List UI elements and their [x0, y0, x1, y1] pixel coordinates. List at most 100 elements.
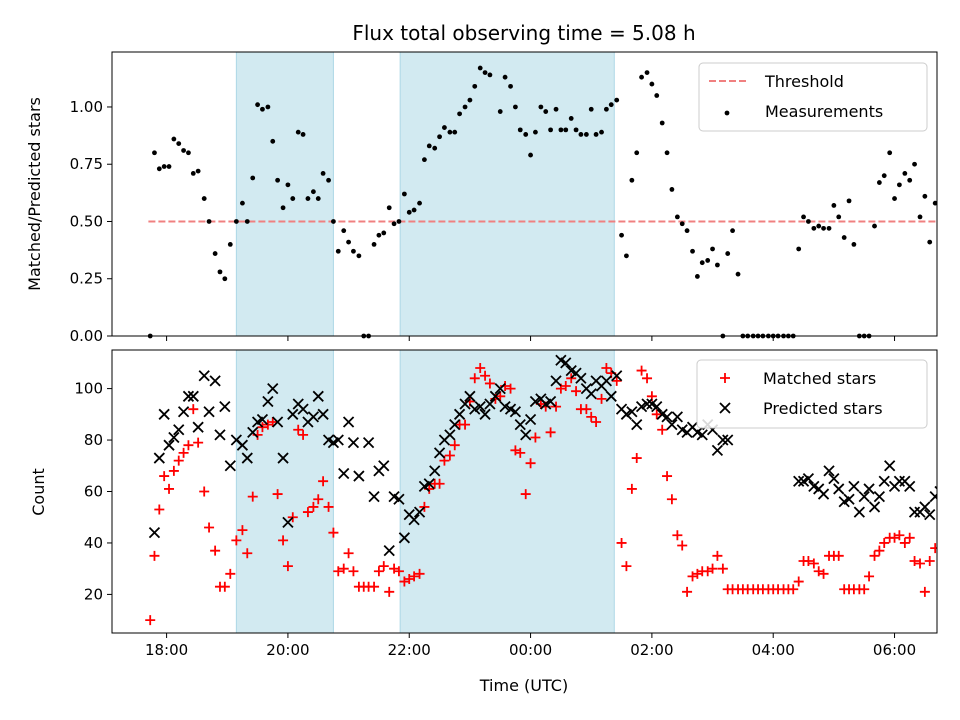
predicted-star-marker: [520, 429, 532, 441]
matched-star-marker: [596, 393, 607, 404]
measurement-point: [250, 175, 256, 181]
predicted-star-marker: [182, 390, 195, 402]
predicted-star-marker: [413, 506, 426, 518]
measurement-point: [305, 196, 311, 201]
measurement-point: [796, 246, 802, 252]
measurement-point: [351, 248, 356, 254]
predicted-star-marker: [271, 416, 284, 428]
predicted-star-marker: [393, 493, 405, 505]
predicted-star-marker: [843, 493, 855, 505]
predicted-star-marker: [368, 491, 380, 503]
top-y-axis-label: Matched/Predicted stars: [25, 97, 44, 291]
measurement-point: [603, 106, 609, 112]
matched-star-marker: [874, 545, 885, 556]
matched-star-marker: [480, 370, 491, 381]
measurement-point: [166, 164, 172, 169]
predicted-star-marker: [823, 465, 835, 477]
matched-star-marker: [525, 458, 536, 469]
measurement-point: [426, 143, 432, 149]
measurement-point: [447, 129, 453, 135]
matched-star-marker: [475, 363, 486, 374]
matched-star-marker: [505, 383, 516, 394]
measurement-point: [255, 102, 260, 108]
measurement-point: [457, 111, 462, 117]
measurement-point: [376, 232, 382, 238]
predicted-star-marker: [262, 395, 274, 408]
measurement-point: [502, 74, 508, 80]
top-y-ticks: 0.00 0.25 0.50 0.75 1.00: [70, 98, 112, 345]
y-tick-label: 60: [84, 483, 103, 501]
measurement-point: [710, 246, 715, 252]
measurement-point: [386, 205, 392, 211]
measurement-point: [176, 141, 182, 147]
matched-star-marker: [662, 471, 673, 482]
matched-star-marker: [210, 545, 221, 556]
matched-star-marker: [626, 483, 637, 494]
matched-star-marker: [173, 455, 184, 466]
predicted-star-marker: [307, 411, 320, 423]
y-tick-label: 100: [74, 380, 103, 398]
predicted-star-marker: [453, 408, 466, 420]
matched-star-marker: [293, 424, 304, 435]
predicted-star-marker: [611, 370, 623, 382]
measurement-point: [659, 120, 665, 126]
predicted-star-marker: [214, 429, 226, 441]
predicted-star-marker: [398, 532, 411, 544]
measurement-point: [381, 230, 387, 236]
measurement-point: [472, 83, 478, 89]
matched-star-marker: [924, 555, 935, 566]
matched-star-marker: [571, 386, 582, 397]
measurement-point: [422, 157, 427, 163]
measurement-point: [917, 214, 923, 220]
measurement-point: [290, 196, 296, 201]
measurement-point: [896, 182, 902, 188]
matched-star-marker: [545, 427, 556, 438]
predicted-star-marker: [209, 375, 221, 387]
predicted-star-marker: [631, 418, 643, 431]
bottom-y-axis-label: Count: [29, 468, 48, 516]
predicted-star-marker: [858, 491, 870, 503]
measurement-point: [477, 65, 483, 71]
y-tick-label: 20: [84, 585, 103, 603]
predicted-star-marker: [878, 475, 890, 487]
measurement-point: [244, 219, 250, 224]
matched-star-marker: [621, 561, 632, 572]
predicted-star-marker: [924, 509, 936, 521]
matched-star-marker: [611, 375, 622, 386]
matched-star-marker: [318, 476, 329, 487]
predicted-star-marker: [464, 390, 476, 402]
predicted-star-marker: [802, 472, 815, 485]
predicted-star-marker: [347, 436, 360, 449]
measurement-point: [831, 203, 837, 208]
matched-star-marker: [591, 417, 602, 428]
predicted-star-marker: [256, 413, 269, 426]
matched-star-marker: [530, 432, 541, 443]
measurement-point: [227, 241, 233, 247]
matched-star-marker: [449, 440, 460, 451]
measurement-point: [171, 136, 177, 142]
bottom-legend: Matched stars Predicted stars: [696, 359, 928, 429]
measurement-point: [927, 239, 933, 245]
y-tick-label: 40: [84, 534, 103, 552]
matched-star-marker: [682, 586, 693, 597]
top-shaded-interval-2: [399, 51, 615, 337]
matched-star-marker: [495, 391, 506, 402]
measurement-point: [588, 106, 594, 112]
measurement-point: [614, 97, 620, 103]
matched-star-marker: [616, 537, 627, 548]
measurement-point: [846, 198, 852, 204]
matched-star-marker: [601, 363, 612, 374]
matched-star-marker: [154, 504, 165, 515]
measurement-point: [735, 271, 741, 277]
measurement-point: [275, 177, 281, 183]
matched-star-marker: [666, 494, 677, 505]
matched-star-marker: [272, 489, 283, 500]
measurement-point: [335, 248, 341, 254]
measurement-point: [346, 239, 351, 245]
matched-star-marker: [414, 568, 425, 579]
predicted-star-marker: [224, 460, 236, 472]
predicted-star-marker: [828, 472, 840, 485]
predicted-star-marker: [241, 452, 253, 464]
matched-star-marker: [631, 453, 642, 464]
